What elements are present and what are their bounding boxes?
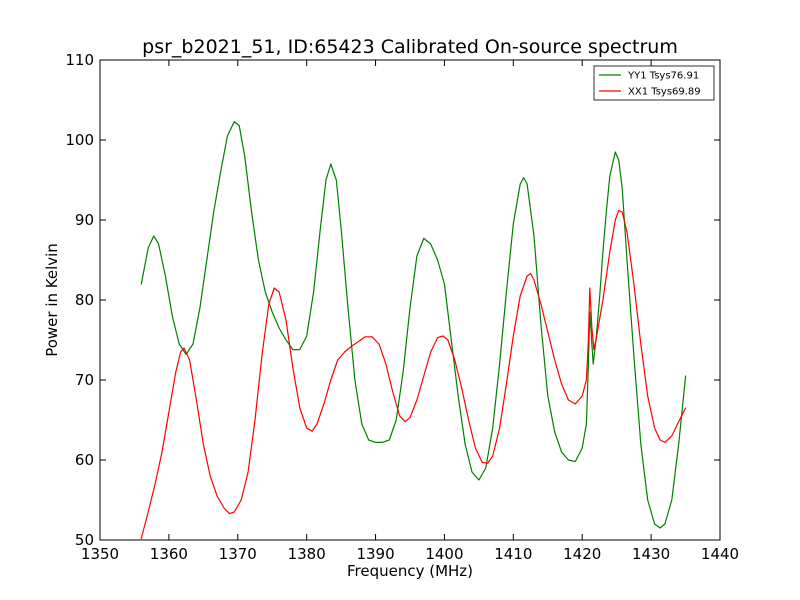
x-tick-label: 1420: [563, 545, 601, 563]
x-tick-label: 1380: [288, 545, 326, 563]
y-tick-label: 60: [75, 451, 94, 469]
x-tick-label: 1430: [632, 545, 670, 563]
x-tick-label: 1410: [494, 545, 532, 563]
y-tick-label: 100: [65, 131, 94, 149]
y-tick-label: 80: [75, 291, 94, 309]
axis-ticks: 1350 1360 1370 1380 1390 1400 1410 1420 1430 1440…: [65, 51, 739, 563]
chart-title: psr_b2021_51, ID:65423 Calibrated On-sou…: [142, 36, 678, 58]
y-tick-label: 90: [75, 211, 94, 229]
legend-label: XX1 Tsys69.89: [628, 87, 701, 98]
x-tick-label: 1360: [150, 545, 188, 563]
legend-label: YY1 Tsys76.91: [627, 71, 699, 82]
y-tick-label: 50: [75, 531, 94, 549]
x-tick-label: 1400: [425, 545, 463, 563]
y-tick-label: 110: [65, 51, 94, 69]
legend-box: [593, 65, 715, 101]
y-tick-label: 70: [75, 371, 94, 389]
x-axis-title: Frequency (MHz): [347, 562, 473, 580]
series-line-xx1: [140, 209, 687, 540]
series-line-yy1: [140, 120, 687, 529]
x-tick-label: 1370: [219, 545, 257, 563]
x-tick-label: 1440: [701, 545, 739, 563]
y-axis-title: Power in Kelvin: [43, 243, 61, 357]
legend: YY1 Tsys76.91 XX1 Tsys69.89: [593, 65, 715, 101]
x-tick-label: 1350: [81, 545, 119, 563]
series-layer: [140, 120, 687, 540]
x-tick-label: 1390: [356, 545, 394, 563]
